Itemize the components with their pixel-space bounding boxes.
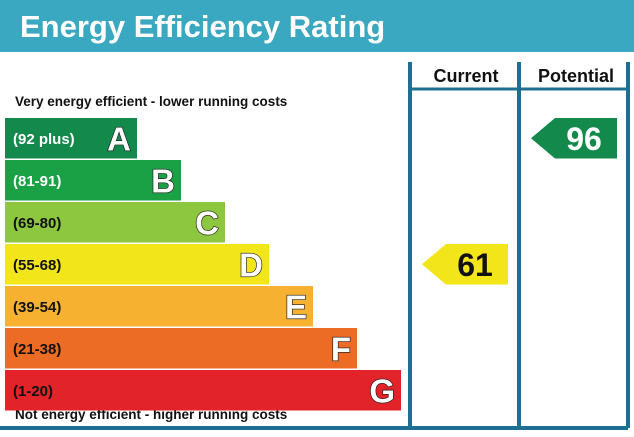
band-f: (21-38) F [5,328,357,369]
band-g: (1-20) G [5,370,401,411]
band-e: (39-54) E [5,286,313,327]
band-range-label: (81-91) [13,173,61,190]
potential-score-value: 96 [566,121,602,157]
band-d: (55-68) D [5,244,269,285]
band-c: (69-80) C [5,202,225,243]
band-letter-d: D [239,246,263,283]
chart-title: Energy Efficiency Rating [20,9,385,44]
potential-score: 96 [531,118,617,159]
potential-score-arrow [531,118,617,159]
band-bar-e [5,286,313,327]
top-caption: Very energy efficient - lower running co… [15,94,287,109]
band-range-label: (92 plus) [13,131,75,148]
current-score-value: 61 [457,247,493,283]
rating-columns-frame [0,62,630,430]
band-bar-b [5,160,181,201]
current-score: 61 [422,244,508,285]
band-letter-a: A [107,120,131,157]
band-range-label: (21-38) [13,341,61,358]
band-bar-c [5,202,225,243]
band-range-label: (39-54) [13,299,61,316]
band-range-label: (1-20) [13,383,53,400]
header-banner [0,0,634,52]
band-bar-a [5,118,137,159]
band-letter-b: B [151,162,175,199]
band-bar-d [5,244,269,285]
band-b: (81-91) B [5,160,181,201]
band-bar-f [5,328,357,369]
band-range-label: (55-68) [13,257,61,274]
band-a: (92 plus) A [5,118,137,159]
bottom-caption: Not energy efficient - higher running co… [15,407,287,422]
band-letter-f: F [331,330,351,367]
rating-scores: 61 96 [422,118,617,285]
potential-column-header: Potential [538,66,614,86]
band-letter-c: C [195,204,219,241]
current-column-header: Current [433,66,498,86]
band-letter-e: E [285,288,307,325]
band-range-label: (69-80) [13,215,61,232]
rating-bands: (92 plus) A(81-91) B(69-80) C(55-68) D(39-54… [5,118,401,411]
band-bar-g [5,370,401,411]
current-score-arrow [422,244,508,285]
band-letter-g: G [369,372,395,409]
